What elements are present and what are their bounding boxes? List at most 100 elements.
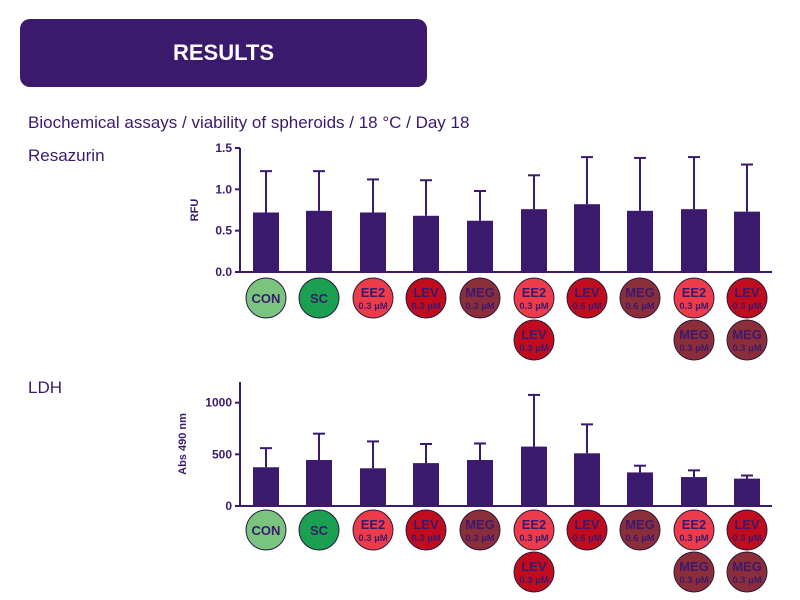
y-tick-label: 1.0 — [215, 182, 232, 196]
treatment-concentration: 0.3 µM — [732, 301, 761, 312]
assay-subtitle: Biochemical assays / viability of sphero… — [28, 113, 470, 132]
treatment-circle — [513, 277, 555, 319]
treatment-concentration: 0.3 µM — [732, 343, 761, 354]
bar — [306, 460, 332, 506]
bar — [574, 204, 600, 272]
treatment-circle — [298, 509, 340, 551]
bar — [627, 210, 653, 272]
treatment-concentration: 0.3 µM — [732, 533, 761, 544]
treatment-name: LEV — [574, 285, 600, 300]
treatment-name: LEV — [521, 559, 547, 574]
treatment-concentration: 0.3 µM — [519, 343, 548, 354]
treatment-name: MEG — [732, 327, 762, 342]
treatment-name: EE2 — [522, 285, 547, 300]
bar — [681, 209, 707, 272]
bar — [734, 478, 760, 506]
treatment-concentration: 0.3 µM — [519, 533, 548, 544]
bar — [521, 446, 547, 506]
resazurin-label: Resazurin — [28, 146, 105, 165]
bar — [734, 211, 760, 272]
y-tick-label: 1.5 — [215, 141, 232, 155]
treatment-concentration: 0.3 µM — [679, 343, 708, 354]
treatment-name: EE2 — [361, 285, 386, 300]
treatment-circle — [673, 319, 715, 361]
treatment-concentration: 0.3 µM — [465, 533, 494, 544]
treatment-name: MEG — [625, 285, 655, 300]
bar — [521, 209, 547, 272]
treatment-circle — [245, 509, 287, 551]
treatment-circle — [513, 509, 555, 551]
treatment-concentration: 0.3 µM — [679, 301, 708, 312]
treatment-name: MEG — [465, 517, 495, 532]
treatment-circle — [619, 277, 661, 319]
treatment-circle — [726, 319, 768, 361]
bar — [681, 477, 707, 506]
treatment-concentration: 0.3 µM — [358, 301, 387, 312]
bar — [306, 210, 332, 272]
bar — [627, 472, 653, 506]
bar — [360, 468, 386, 506]
treatment-concentration: 0.6 µM — [572, 533, 601, 544]
treatment-concentration: 0.3 µM — [519, 301, 548, 312]
treatment-name: EE2 — [682, 285, 707, 300]
bar — [253, 467, 279, 506]
treatment-name: EE2 — [522, 517, 547, 532]
treatment-name: LEV — [574, 517, 600, 532]
treatment-concentration: 0.3 µM — [519, 575, 548, 586]
bar — [413, 215, 439, 272]
bar — [360, 212, 386, 272]
treatment-circle — [352, 277, 394, 319]
treatment-concentration: 0.6 µM — [625, 301, 654, 312]
treatment-concentration: 0.3 µM — [411, 533, 440, 544]
bar — [574, 453, 600, 506]
treatment-name: MEG — [679, 327, 709, 342]
treatment-circle — [673, 509, 715, 551]
treatment-name: MEG — [465, 285, 495, 300]
treatment-name: SC — [310, 291, 329, 306]
treatment-name: CON — [252, 523, 281, 538]
treatment-name: LEV — [734, 285, 760, 300]
treatment-name: LEV — [734, 517, 760, 532]
y-tick-label: 500 — [212, 447, 232, 461]
treatment-circle — [352, 509, 394, 551]
treatment-circle — [513, 551, 555, 593]
y-tick-label: 0 — [225, 499, 232, 513]
treatment-name: MEG — [679, 559, 709, 574]
treatment-circle — [459, 277, 501, 319]
treatment-name: SC — [310, 523, 329, 538]
treatment-name: EE2 — [361, 517, 386, 532]
treatment-concentration: 0.6 µM — [572, 301, 601, 312]
treatment-concentration: 0.3 µM — [358, 533, 387, 544]
treatment-concentration: 0.3 µM — [679, 575, 708, 586]
treatment-concentration: 0.3 µM — [679, 533, 708, 544]
treatment-name: LEV — [521, 327, 547, 342]
treatment-name: LEV — [413, 285, 439, 300]
treatment-name: LEV — [413, 517, 439, 532]
treatment-circle — [513, 319, 555, 361]
y-tick-label: 0.5 — [215, 224, 232, 238]
treatment-circle — [673, 551, 715, 593]
treatment-circle — [566, 509, 608, 551]
treatment-circle — [405, 509, 447, 551]
y-tick-label: 0.0 — [215, 265, 232, 279]
treatment-name: MEG — [625, 517, 655, 532]
treatment-circle — [726, 551, 768, 593]
bar — [413, 463, 439, 506]
ldh-label: LDH — [28, 378, 63, 397]
results-banner: RESULTS — [20, 19, 427, 87]
y-tick-label: 1000 — [205, 396, 232, 410]
treatment-concentration: 0.6 µM — [625, 533, 654, 544]
y-axis-label: Abs 490 nm — [177, 413, 189, 475]
results-title: RESULTS — [172, 40, 275, 65]
bar — [467, 460, 493, 506]
treatment-name: MEG — [732, 559, 762, 574]
treatment-circle — [405, 277, 447, 319]
treatment-name: EE2 — [682, 517, 707, 532]
treatment-circle — [566, 277, 608, 319]
treatment-circle — [298, 277, 340, 319]
treatment-name: CON — [252, 291, 281, 306]
treatment-circle — [673, 277, 715, 319]
y-axis-label: RFU — [189, 199, 201, 222]
treatment-circle — [245, 277, 287, 319]
